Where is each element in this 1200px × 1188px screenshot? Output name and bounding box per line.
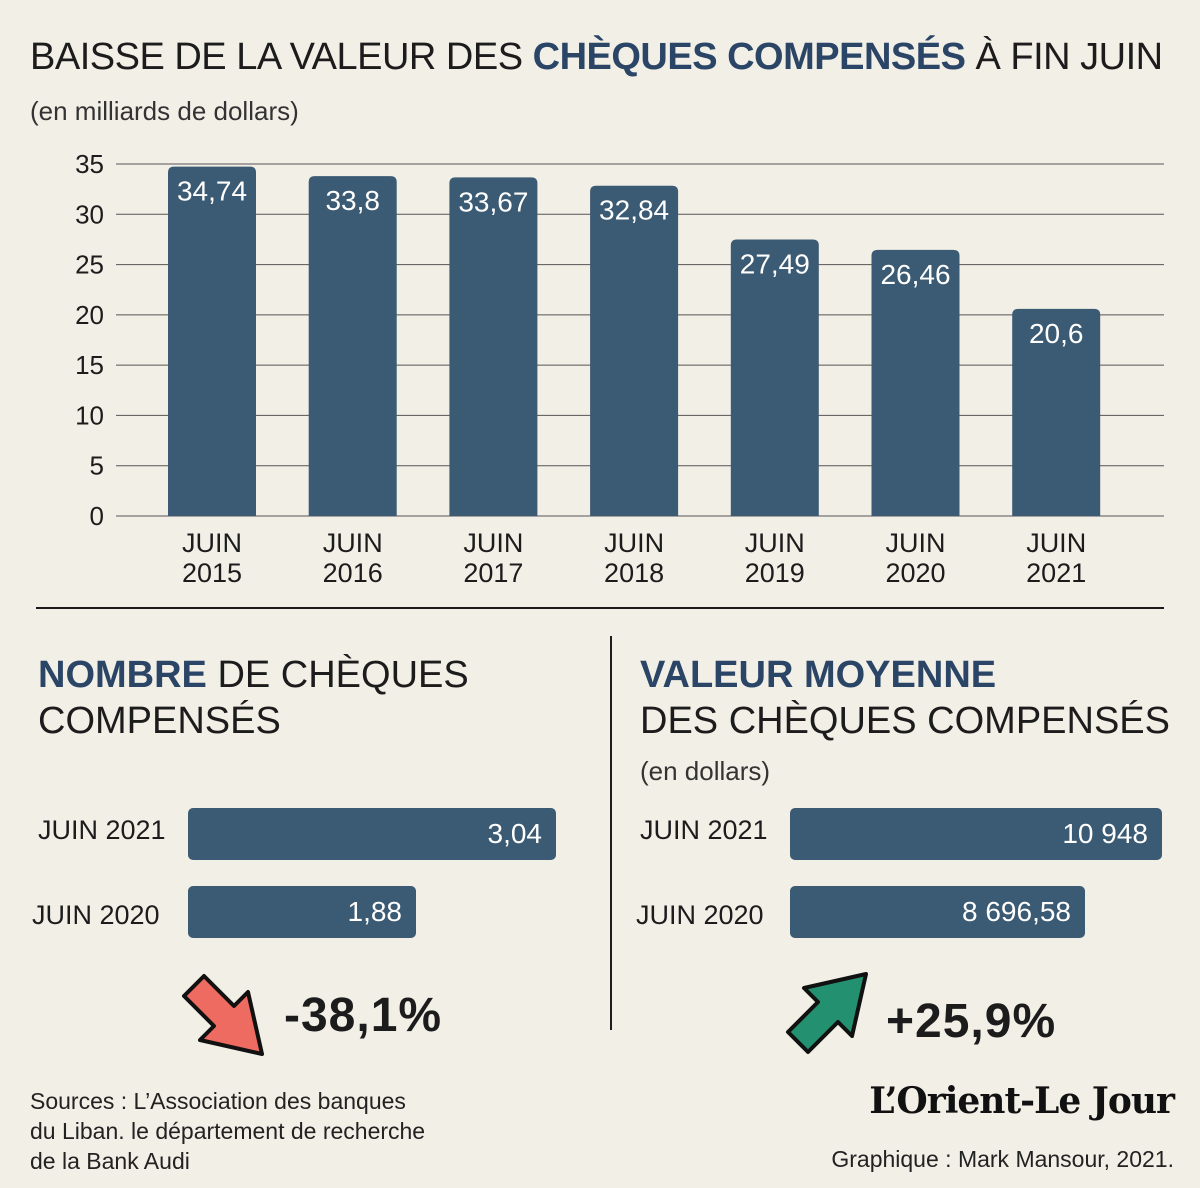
chart-title: BAISSE DE LA VALEUR DES CHÈQUES COMPENSÉ… [30, 36, 1163, 79]
y-tick-label: 0 [90, 501, 104, 531]
x-tick-label: 2021 [1026, 558, 1086, 588]
right-title-line2: DES CHÈQUES COMPENSÉS [640, 700, 1170, 742]
bar [449, 177, 538, 516]
left-bar-2021: 3,04 [188, 808, 556, 860]
sources-line-2: du Liban. le département de recherche [30, 1118, 426, 1144]
sources-text: Sources : L’Association des banques du L… [30, 1086, 425, 1176]
bar-value-label: 34,74 [177, 176, 247, 207]
horizontal-divider [36, 607, 1164, 609]
x-tick-label: 2019 [745, 558, 805, 588]
bar-value-label: 20,6 [1029, 318, 1084, 349]
chart-subtitle: (en milliards de dollars) [30, 96, 299, 126]
title-part1: BAISSE DE LA VALEUR DES [30, 36, 533, 78]
bar-value-label: 33,8 [325, 185, 380, 216]
y-tick-label: 15 [75, 350, 104, 380]
y-tick-label: 30 [75, 199, 104, 229]
x-tick-label: 2015 [182, 558, 242, 588]
x-tick-label: 2020 [885, 558, 945, 588]
y-tick-label: 10 [75, 400, 104, 430]
bar-value-label: 33,67 [458, 186, 528, 217]
left-title-rest: DE CHÈQUES [206, 654, 469, 696]
right-bar-2020: 8 696,58 [790, 886, 1085, 938]
right-row-label-2021: JUIN 2021 [640, 815, 768, 845]
left-bar-2020: 1,88 [188, 886, 416, 938]
x-tick-label: JUIN [604, 528, 664, 558]
right-title-highlight: VALEUR MOYENNE [640, 654, 997, 696]
right-panel-unit: (en dollars) [640, 756, 771, 786]
sources-line-1: Sources : L’Association des banques [30, 1088, 406, 1114]
title-part2: À FIN JUIN [965, 36, 1163, 78]
y-tick-label: 5 [90, 451, 104, 481]
left-row-label-2021: JUIN 2021 [38, 815, 166, 845]
left-change-percent: -38,1% [284, 989, 443, 1042]
vertical-divider [610, 636, 612, 1030]
x-tick-label: JUIN [1026, 528, 1086, 558]
bar-value-label: 27,49 [740, 249, 810, 280]
arrow-up-right-icon [786, 972, 868, 1054]
title-highlight: CHÈQUES COMPENSÉS [532, 36, 966, 78]
bar [1012, 308, 1101, 516]
graphic-credit: Graphique : Mark Mansour, 2021. [831, 1146, 1174, 1172]
x-tick-label: JUIN [182, 528, 242, 558]
y-tick-label: 20 [75, 300, 104, 330]
bar-value-label: 32,84 [599, 195, 669, 226]
x-tick-label: 2017 [463, 558, 523, 588]
bar [168, 166, 256, 516]
y-tick-label: 25 [75, 250, 104, 280]
left-title-line2: COMPENSÉS [38, 700, 281, 742]
bar [730, 239, 819, 516]
bar [590, 185, 679, 516]
x-tick-label: JUIN [745, 528, 805, 558]
right-panel-title: VALEUR MOYENNE DES CHÈQUES COMPENSÉS [640, 652, 1170, 744]
right-change-percent: +25,9% [886, 995, 1057, 1048]
x-tick-label: JUIN [463, 528, 523, 558]
main-bar-chart: 0510152025303534,74JUIN201533,8JUIN20163… [75, 149, 1164, 588]
left-panel-title: NOMBRE DE CHÈQUES COMPENSÉS [38, 652, 469, 744]
bar [308, 176, 397, 516]
right-bar-2021: 10 948 [790, 808, 1162, 860]
y-tick-label: 35 [75, 149, 104, 179]
arrow-down-right-icon [182, 974, 264, 1056]
sources-line-3: de la Bank Audi [30, 1148, 190, 1174]
x-tick-label: 2016 [323, 558, 383, 588]
right-row-label-2020: JUIN 2020 [636, 900, 764, 930]
x-tick-label: 2018 [604, 558, 664, 588]
left-row-label-2020: JUIN 2020 [32, 900, 160, 930]
bar-value-label: 26,46 [880, 259, 950, 290]
x-tick-label: JUIN [323, 528, 383, 558]
left-title-highlight: NOMBRE [38, 654, 207, 696]
x-tick-label: JUIN [886, 528, 946, 558]
publisher-logo: L’Orient-Le Jour [869, 1080, 1175, 1122]
bar [871, 249, 960, 516]
